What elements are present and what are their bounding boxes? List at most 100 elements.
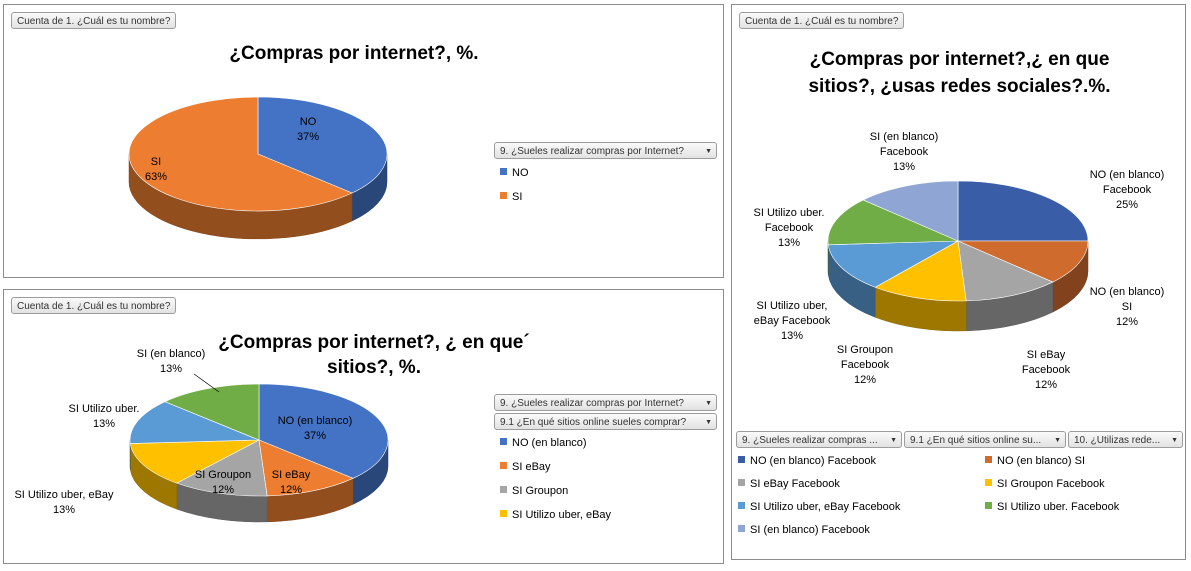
filter-button-sitios[interactable]: 9.1 ¿En qué sitios online su... ▼	[904, 431, 1066, 448]
legend-item: SI eBay Facebook	[738, 477, 840, 491]
data-label-1: SI eBay 12%	[272, 469, 311, 496]
pie-chart-2: NO (en blanco) 37% SI eBay 12% SI Groupon 12%…	[14, 348, 389, 523]
legend-label: SI eBay	[512, 461, 551, 473]
pie-slice-6	[862, 180, 959, 242]
legend-item: SI Utilizo uber, eBay	[500, 508, 611, 522]
pie-slice-3	[129, 439, 260, 484]
data-label-4: SI Utilizo uber, eBay Facebook 13%	[754, 300, 831, 342]
chart-title-line: ¿Compras por internet?, ¿ en que´	[218, 332, 530, 353]
chart-panel-1: Cuenta de 1. ¿Cuál es tu nombre? ¿Compra…	[3, 4, 724, 278]
legend-item: NO	[500, 166, 529, 180]
value-field-button[interactable]: Cuenta de 1. ¿Cuál es tu nombre?	[11, 12, 177, 29]
data-label-4: SI Utilizo uber. 13%	[69, 403, 140, 430]
chart-panel-3: Cuenta de 1. ¿Cuál es tu nombre? ¿Compra…	[731, 4, 1186, 560]
pie-slice-4	[827, 240, 959, 288]
chevron-down-icon: ▼	[705, 148, 712, 155]
legend-swatch	[738, 525, 745, 532]
chevron-down-icon: ▼	[705, 419, 712, 426]
legend-swatch	[985, 479, 992, 486]
pie-slice-2	[957, 240, 1054, 302]
legend-label: SI Utilizo uber, eBay Facebook	[750, 501, 901, 513]
data-label-5: SI (en blanco) 13%	[137, 348, 205, 375]
legend-item: SI Utilizo uber, eBay Facebook	[738, 500, 900, 514]
legend-item: SI	[500, 190, 522, 204]
chart-title-line: sitios?, %.	[327, 357, 421, 378]
legend-item: SI (en blanco) Facebook	[738, 523, 870, 537]
data-label-5: SI Utilizo uber. Facebook 13%	[754, 207, 825, 249]
data-label-1: NO (en blanco) SI 12%	[1090, 286, 1165, 328]
pie-sides	[827, 240, 1089, 332]
legend-swatch	[500, 462, 507, 469]
pie-chart-3: NO (en blanco) Facebook 25% NO (en blanco) S…	[754, 131, 1165, 391]
pie-top	[827, 180, 1089, 302]
filter-button-compras[interactable]: 9. ¿Sueles realizar compras ... ▼	[736, 431, 902, 448]
pie-slice-4	[129, 401, 260, 444]
data-label-0: NO (en blanco) 37%	[278, 415, 353, 442]
filter-label: 9. ¿Sueles realizar compras por Internet…	[500, 398, 684, 409]
data-label-1: SI 63%	[145, 156, 167, 183]
chart-panel-2: Cuenta de 1. ¿Cuál es tu nombre? ¿Compra…	[3, 289, 724, 564]
legend-label: SI eBay Facebook	[750, 478, 840, 490]
chart-title-line: sitios?, ¿usas redes sociales?.%.	[808, 76, 1111, 97]
data-label-0: NO (en blanco) Facebook 25%	[1090, 169, 1165, 211]
pie-slice-5	[164, 383, 260, 441]
chart-title: ¿Compras por internet?, ¿ en que´ sitios…	[174, 330, 574, 380]
pie-slice-1	[128, 96, 353, 212]
legend-swatch	[500, 486, 507, 493]
legend-label: SI Groupon	[512, 485, 569, 497]
legend-item: SI eBay	[500, 460, 551, 474]
chevron-down-icon: ▼	[1054, 437, 1061, 444]
legend-item: SI Groupon Facebook	[985, 477, 1105, 491]
data-label-2: SI Groupon 12%	[195, 469, 251, 496]
pie-chart-1: NO 37% SI 63%	[128, 96, 388, 240]
data-label-6: SI (en blanco) Facebook 13%	[870, 131, 938, 173]
legend-label: NO (en blanco) SI	[997, 455, 1086, 467]
data-label-3: SI Utilizo uber, eBay 13%	[14, 489, 114, 516]
pie-sides	[129, 439, 389, 523]
legend-swatch	[500, 438, 507, 445]
legend-label: NO	[512, 167, 529, 179]
pie-slice-2	[176, 439, 268, 497]
pie-slice-0	[257, 96, 388, 194]
pie-slice-0	[957, 180, 1089, 242]
pie-slice-3	[874, 240, 967, 302]
chevron-down-icon: ▼	[1171, 437, 1178, 444]
legend-label: SI Groupon Facebook	[997, 478, 1105, 490]
filter-button-redes[interactable]: 10. ¿Utilizas rede... ▼	[1068, 431, 1183, 448]
legend-swatch	[985, 502, 992, 509]
legend-label: SI Utilizo uber, eBay	[512, 509, 612, 521]
pie-slice-1	[258, 439, 354, 497]
pie-top	[129, 383, 389, 497]
value-field-button[interactable]: Cuenta de 1. ¿Cuál es tu nombre?	[11, 297, 177, 314]
legend-swatch	[500, 192, 507, 199]
legend-swatch	[738, 502, 745, 509]
filter-label: 10. ¿Utilizas rede...	[1074, 435, 1161, 446]
legend-swatch	[500, 168, 507, 175]
filter-label: 9. ¿Sueles realizar compras por Internet…	[500, 146, 684, 157]
legend-label: SI Utilizo uber. Facebook	[997, 501, 1120, 513]
legend-item: SI Groupon	[500, 484, 568, 498]
legend-label: SI	[512, 191, 523, 203]
filter-button-compras[interactable]: 9. ¿Sueles realizar compras por Internet…	[494, 142, 717, 159]
chevron-down-icon: ▼	[890, 437, 897, 444]
pie-slice-0	[258, 383, 389, 479]
data-label-3: SI Groupon Facebook 12%	[837, 344, 893, 386]
chart-title: ¿Compras por internet?, %.	[229, 43, 479, 64]
legend-swatch	[738, 456, 745, 463]
legend-item: NO (en blanco) Facebook	[738, 454, 876, 468]
filter-button-compras[interactable]: 9. ¿Sueles realizar compras por Internet…	[494, 394, 717, 411]
data-label-2: SI eBay Facebook 12%	[1022, 349, 1071, 391]
pie-slice-5	[827, 199, 959, 246]
legend-swatch	[738, 479, 745, 486]
pie-slice-1	[957, 240, 1089, 283]
legend-label: NO (en blanco) Facebook	[750, 455, 876, 467]
chart-title-line: ¿Compras por internet?,¿ en que	[809, 49, 1110, 70]
value-field-button[interactable]: Cuenta de 1. ¿Cuál es tu nombre?	[739, 12, 905, 29]
legend-swatch	[500, 510, 507, 517]
filter-button-sitios[interactable]: 9.1 ¿En qué sitios online sueles comprar…	[494, 413, 717, 430]
pie-top	[128, 96, 388, 212]
filter-label: 9.1 ¿En qué sitios online sueles comprar…	[500, 417, 687, 428]
chevron-down-icon: ▼	[705, 400, 712, 407]
data-label-0: NO 37%	[297, 116, 319, 143]
legend-item: SI Utilizo uber. Facebook	[985, 500, 1119, 514]
